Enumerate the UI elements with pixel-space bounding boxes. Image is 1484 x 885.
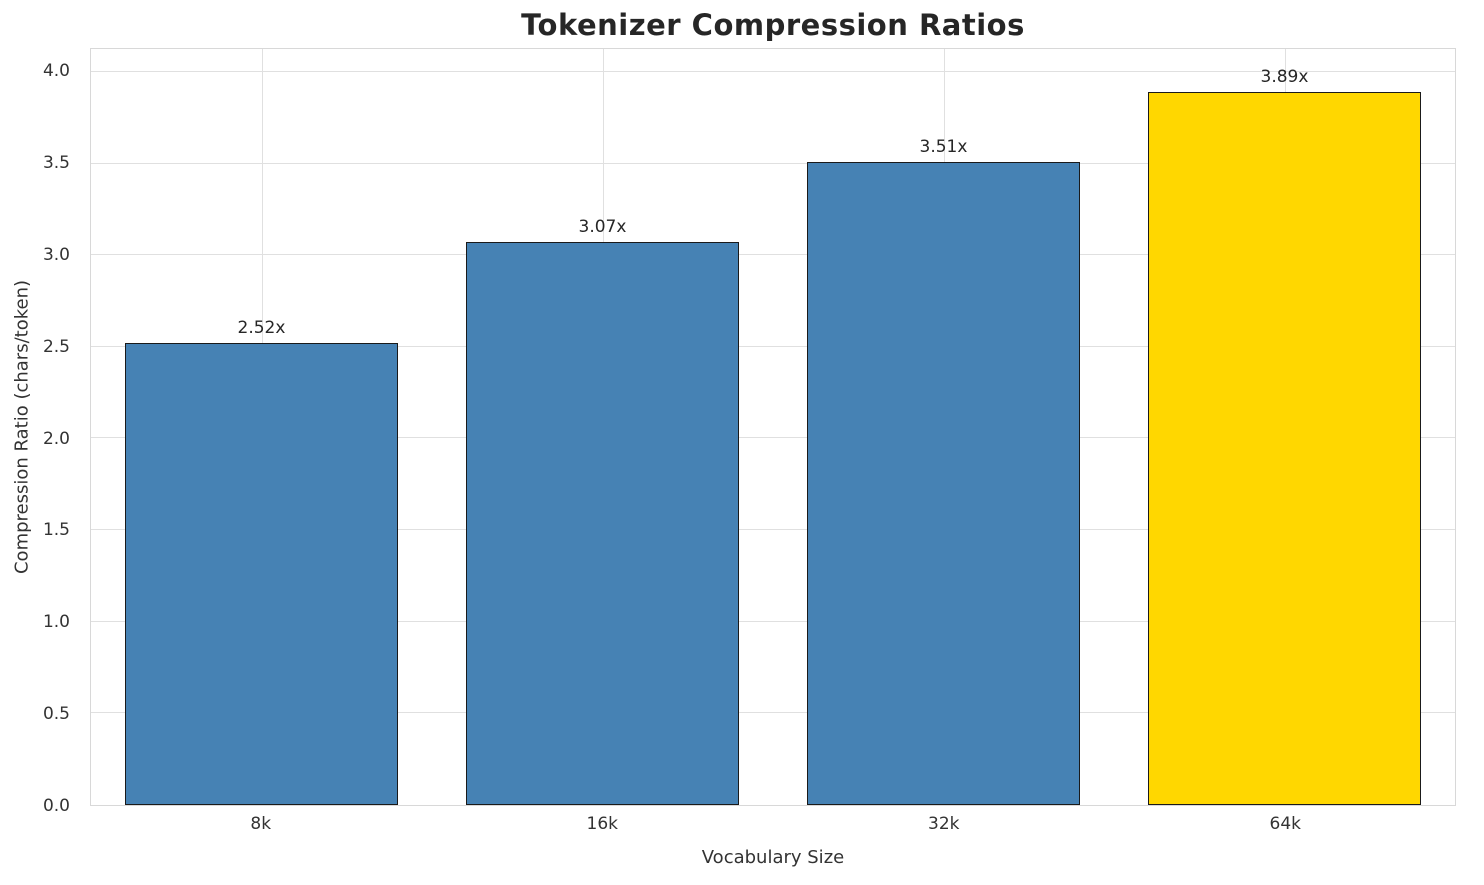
y-tick-label: 3.5 [42, 152, 70, 173]
bar-value-label: 3.51x [919, 136, 968, 157]
x-tick-label: 8k [250, 814, 272, 834]
h-gridline [91, 712, 1455, 714]
h-gridline [91, 437, 1455, 439]
bar-slot: 3.89x [1114, 49, 1455, 805]
bar-value-label: 3.89x [1260, 67, 1309, 88]
h-gridline [91, 345, 1455, 347]
y-axis-ticks: 0.0 0.5 1.0 1.5 2.0 2.5 3.0 3.5 4.0 [0, 48, 80, 816]
x-tick-label: 32k [928, 814, 960, 834]
x-tick-label: 64k [1269, 814, 1301, 834]
y-tick-label: 0.5 [42, 704, 70, 725]
y-tick-label: 2.5 [42, 336, 70, 357]
y-tick-label: 1.0 [42, 612, 70, 633]
h-gridline [91, 529, 1455, 531]
x-axis-ticks: 8k 16k 32k 64k [90, 814, 1456, 838]
bar: 3.51x [807, 137, 1080, 805]
bar-slot: 3.07x [432, 49, 773, 805]
y-tick-label: 3.0 [42, 244, 70, 265]
bar-slot: 2.52x [91, 49, 432, 805]
bar: 2.52x [125, 318, 398, 805]
x-axis-label: Vocabulary Size [701, 847, 845, 868]
h-gridline [91, 620, 1455, 622]
x-tick-label: 16k [586, 814, 618, 834]
h-gridline [91, 70, 1455, 72]
bar: 3.89x [1148, 67, 1421, 805]
y-tick-label: 4.0 [42, 60, 70, 81]
y-tick-label: 0.0 [42, 796, 70, 816]
bar-slot: 3.51x [773, 49, 1114, 805]
chart-title: Tokenizer Compression Ratios [521, 8, 1025, 42]
y-tick-label: 1.5 [42, 520, 70, 541]
bars: 2.52x 3.07x 3.51x 3.89x [91, 49, 1455, 805]
y-tick-label: 2.0 [42, 428, 70, 449]
bar-value-label: 2.52x [237, 318, 286, 339]
bar-value-label: 3.07x [578, 217, 627, 238]
h-gridline [91, 254, 1455, 256]
h-gridline [91, 162, 1455, 164]
plot-area: 2.52x 3.07x 3.51x 3.89x [90, 48, 1456, 806]
bar: 3.07x [466, 217, 739, 805]
